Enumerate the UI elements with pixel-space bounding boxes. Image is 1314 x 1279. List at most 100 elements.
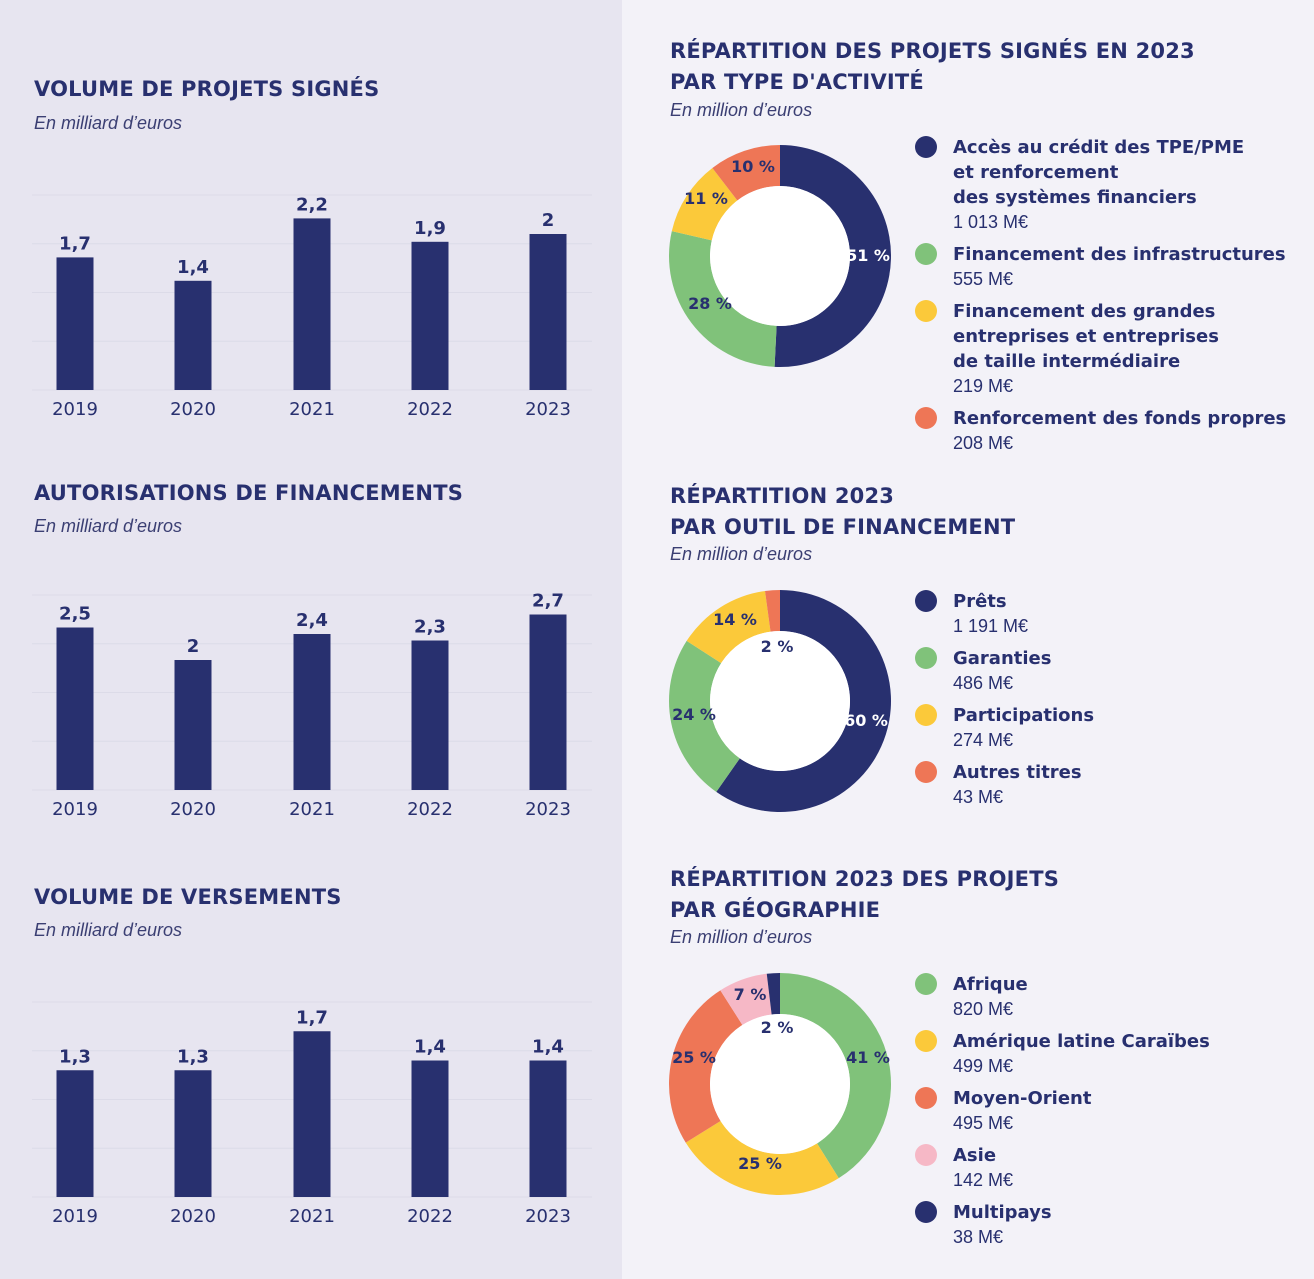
bar-2022 (411, 1060, 449, 1197)
legend-swatch (915, 590, 937, 612)
bar-2019 (56, 627, 94, 790)
slice-percent-label: 2 % (761, 637, 794, 656)
x-tick-label: 2023 (525, 799, 571, 820)
bar-value-label: 1,9 (414, 218, 446, 239)
geographie-title: RÉPARTITION 2023 DES PROJETS PAR GÉOGRAP… (670, 867, 1060, 922)
slice-percent-label: 2 % (761, 1018, 794, 1037)
bar-value-label: 1,3 (177, 1046, 209, 1067)
autorisations-chart: 2,5 2019 2 2020 2,4 2021 2,3 2022 2,7 2023 (32, 591, 592, 820)
slice-percent-label: 60 % (844, 711, 888, 730)
geographie-donut: 41 % 25 % 25 % 7 % 2 % (669, 973, 891, 1195)
versements-subtitle: En milliard d’euros (34, 920, 183, 940)
legend-label: Afrique (953, 974, 1028, 995)
bar-2023 (529, 234, 567, 390)
legend-value: 499 M€ (953, 1056, 1014, 1076)
legend-value: 486 M€ (953, 673, 1014, 693)
legend-swatch (915, 300, 937, 322)
legend-swatch (915, 1201, 937, 1223)
legend-label: Prêts (953, 591, 1007, 612)
bar-2020 (174, 280, 212, 390)
x-tick-label: 2019 (52, 799, 98, 820)
slice-percent-label: 14 % (713, 610, 757, 629)
bar-2023 (529, 1060, 567, 1197)
legend-swatch (915, 243, 937, 265)
bar-2020 (174, 1070, 212, 1197)
donut-slice (686, 591, 771, 664)
legend-value: 495 M€ (953, 1113, 1014, 1133)
donut-slice (669, 990, 743, 1143)
x-tick-label: 2022 (407, 399, 453, 420)
type-activite-donut: 51 % 28 % 11 %10 % (669, 145, 891, 367)
slice-percent-label: 51 % (846, 246, 890, 265)
legend-value: 208 M€ (953, 433, 1014, 453)
donut-slice (774, 145, 891, 367)
legend-label: Asie (953, 1145, 997, 1166)
projets-signes-chart: 1,7 2019 1,4 2020 2,2 2021 1,9 2022 2 2023 (32, 194, 592, 420)
bar-2021 (293, 218, 331, 390)
bar-2020 (174, 660, 212, 790)
x-tick-label: 2022 (407, 1206, 453, 1227)
type-activite-title: RÉPARTITION DES PROJETS SIGNÉS EN 2023 P… (670, 39, 1195, 94)
legend-swatch (915, 973, 937, 995)
bar-value-label: 2 (187, 636, 200, 657)
donut-slice (780, 973, 891, 1179)
bar-2023 (529, 614, 567, 790)
outil-financement-subtitle: En million d’euros (670, 544, 813, 564)
x-tick-label: 2022 (407, 799, 453, 820)
geographie-legend: Afrique 820 M€ Amérique latine Caraïbes 499… (915, 972, 1305, 1252)
x-tick-label: 2019 (52, 1206, 98, 1227)
legend-label: Financement des infrastructures (953, 244, 1286, 265)
slice-percent-label: 11 % (684, 189, 728, 208)
versements-title: VOLUME DE VERSEMENTS (34, 885, 342, 909)
bar-2021 (293, 634, 331, 790)
slice-percent-label: 7 % (734, 985, 767, 1004)
slice-percent-label: 28 % (688, 294, 732, 313)
x-tick-label: 2021 (289, 399, 335, 420)
legend-swatch (915, 704, 937, 726)
donut-hole (710, 1014, 850, 1154)
legend-value: 274 M€ (953, 730, 1014, 750)
legend-label: Autres titres (953, 762, 1082, 783)
bar-2022 (411, 640, 449, 790)
legend-label: Multipays (953, 1202, 1052, 1223)
legend-swatch (915, 136, 937, 158)
bar-value-label: 1,4 (177, 257, 209, 278)
legend-label: Renforcement des fonds propres (953, 408, 1287, 429)
donut-hole (710, 631, 850, 771)
slice-percent-label: 41 % (846, 1048, 890, 1067)
legend-label: Financement des grandes entreprises et e… (953, 301, 1219, 372)
autorisations-subtitle: En milliard d’euros (34, 516, 183, 536)
bar-value-label: 1,3 (59, 1046, 91, 1067)
bar-value-label: 2,4 (296, 610, 328, 631)
bar-value-label: 2,7 (532, 591, 564, 612)
legend-swatch (915, 1030, 937, 1052)
legend-swatch (915, 407, 937, 429)
legend-label: Amérique latine Caraïbes (953, 1031, 1210, 1052)
x-tick-label: 2019 (52, 399, 98, 420)
legend-swatch (915, 1144, 937, 1166)
x-tick-label: 2020 (170, 1206, 216, 1227)
legend-swatch (915, 1087, 937, 1109)
slice-percent-label: 25 % (672, 1048, 716, 1067)
legend-label: Moyen-Orient (953, 1088, 1092, 1109)
legend-label: Participations (953, 705, 1095, 726)
bar-value-label: 2,3 (414, 617, 446, 638)
bar-2021 (293, 1031, 331, 1197)
bar-value-label: 1,4 (414, 1037, 446, 1058)
slice-percent-label: 24 % (672, 705, 716, 724)
x-tick-label: 2020 (170, 799, 216, 820)
bar-value-label: 2 (542, 210, 555, 231)
donut-slice (669, 231, 777, 367)
donut-slice (669, 640, 740, 792)
type-activite-legend: Accès au crédit des TPE/PME et renforcem… (915, 135, 1305, 455)
donut-slice (685, 1120, 839, 1195)
bar-value-label: 1,4 (532, 1037, 564, 1058)
donut-slice (716, 590, 891, 812)
donut-slice (712, 145, 780, 201)
projets-signes-title: VOLUME DE PROJETS SIGNÉS (34, 77, 380, 101)
legend-value: 219 M€ (953, 376, 1014, 396)
x-tick-label: 2023 (525, 1206, 571, 1227)
bar-2022 (411, 241, 449, 390)
donut-slice (720, 973, 772, 1025)
legend-label: Accès au crédit des TPE/PME et renforcem… (953, 137, 1245, 208)
